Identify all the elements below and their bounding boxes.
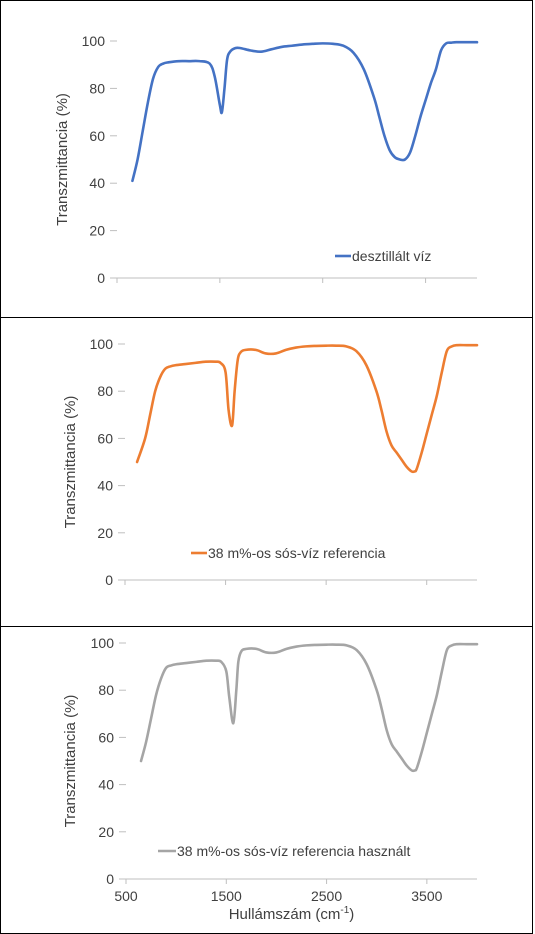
y-tick-label: 0 — [97, 270, 105, 286]
chart-svg: 500 1500 2500 3500 0 20 40 60 80 100 Transzmittanc… — [62, 635, 479, 923]
y-tick-label: 20 — [97, 525, 113, 541]
y-tick-label: 20 — [89, 223, 105, 239]
y-tick-label: 0 — [105, 572, 113, 588]
y-tick-label: 100 — [91, 635, 115, 651]
x-tick-label: 1500 — [211, 888, 242, 904]
legend-label: 38 m%-os sós-víz referencia használt — [177, 843, 411, 859]
x-axis-label: Hullámszám (cm-1) — [229, 905, 355, 923]
y-axis-label: Transzmittancia (%) — [54, 93, 71, 226]
series-line — [135, 343, 479, 474]
y-tick-label: 80 — [97, 383, 113, 399]
chart-panel-distilled-water: 0 20 40 60 80 100 Transzmittancia (%) desztillá… — [0, 0, 533, 318]
y-tick-label: 0 — [106, 871, 114, 887]
chart-panel-brine-reference-used: 500 1500 2500 3500 0 20 40 60 80 100 Transzmittanc… — [0, 626, 533, 934]
chart-panel-brine-reference: 0 20 40 60 80 100 Transzmittancia (%) 38 m%-os … — [0, 317, 533, 627]
x-tick-label: 500 — [114, 888, 138, 904]
y-axis-label: Transzmittancia (%) — [62, 695, 79, 828]
y-tick-label: 60 — [89, 128, 105, 144]
y-tick-label: 40 — [89, 175, 105, 191]
chart-svg: 0 20 40 60 80 100 Transzmittancia (%) 38 m%-os … — [62, 336, 479, 588]
y-axis-label: Transzmittancia (%) — [62, 396, 79, 529]
legend-label: 38 m%-os sós-víz referencia — [208, 545, 386, 561]
x-tick-label: 2500 — [311, 888, 342, 904]
y-tick-label: 100 — [90, 336, 114, 352]
y-tick-label: 80 — [98, 682, 114, 698]
x-tick-label: 3500 — [411, 888, 442, 904]
chart-svg: 0 20 40 60 80 100 Transzmittancia (%) desztillá… — [54, 33, 479, 286]
y-tick-label: 60 — [97, 430, 113, 446]
y-tick-label: 20 — [98, 824, 114, 840]
y-tick-label: 80 — [89, 80, 105, 96]
y-tick-label: 40 — [98, 777, 114, 793]
series-line — [131, 40, 479, 183]
y-tick-label: 40 — [97, 478, 113, 494]
y-tick-label: 100 — [82, 33, 106, 49]
series-line — [139, 642, 479, 773]
y-tick-label: 60 — [98, 729, 114, 745]
legend-label: desztillált víz — [352, 248, 431, 264]
